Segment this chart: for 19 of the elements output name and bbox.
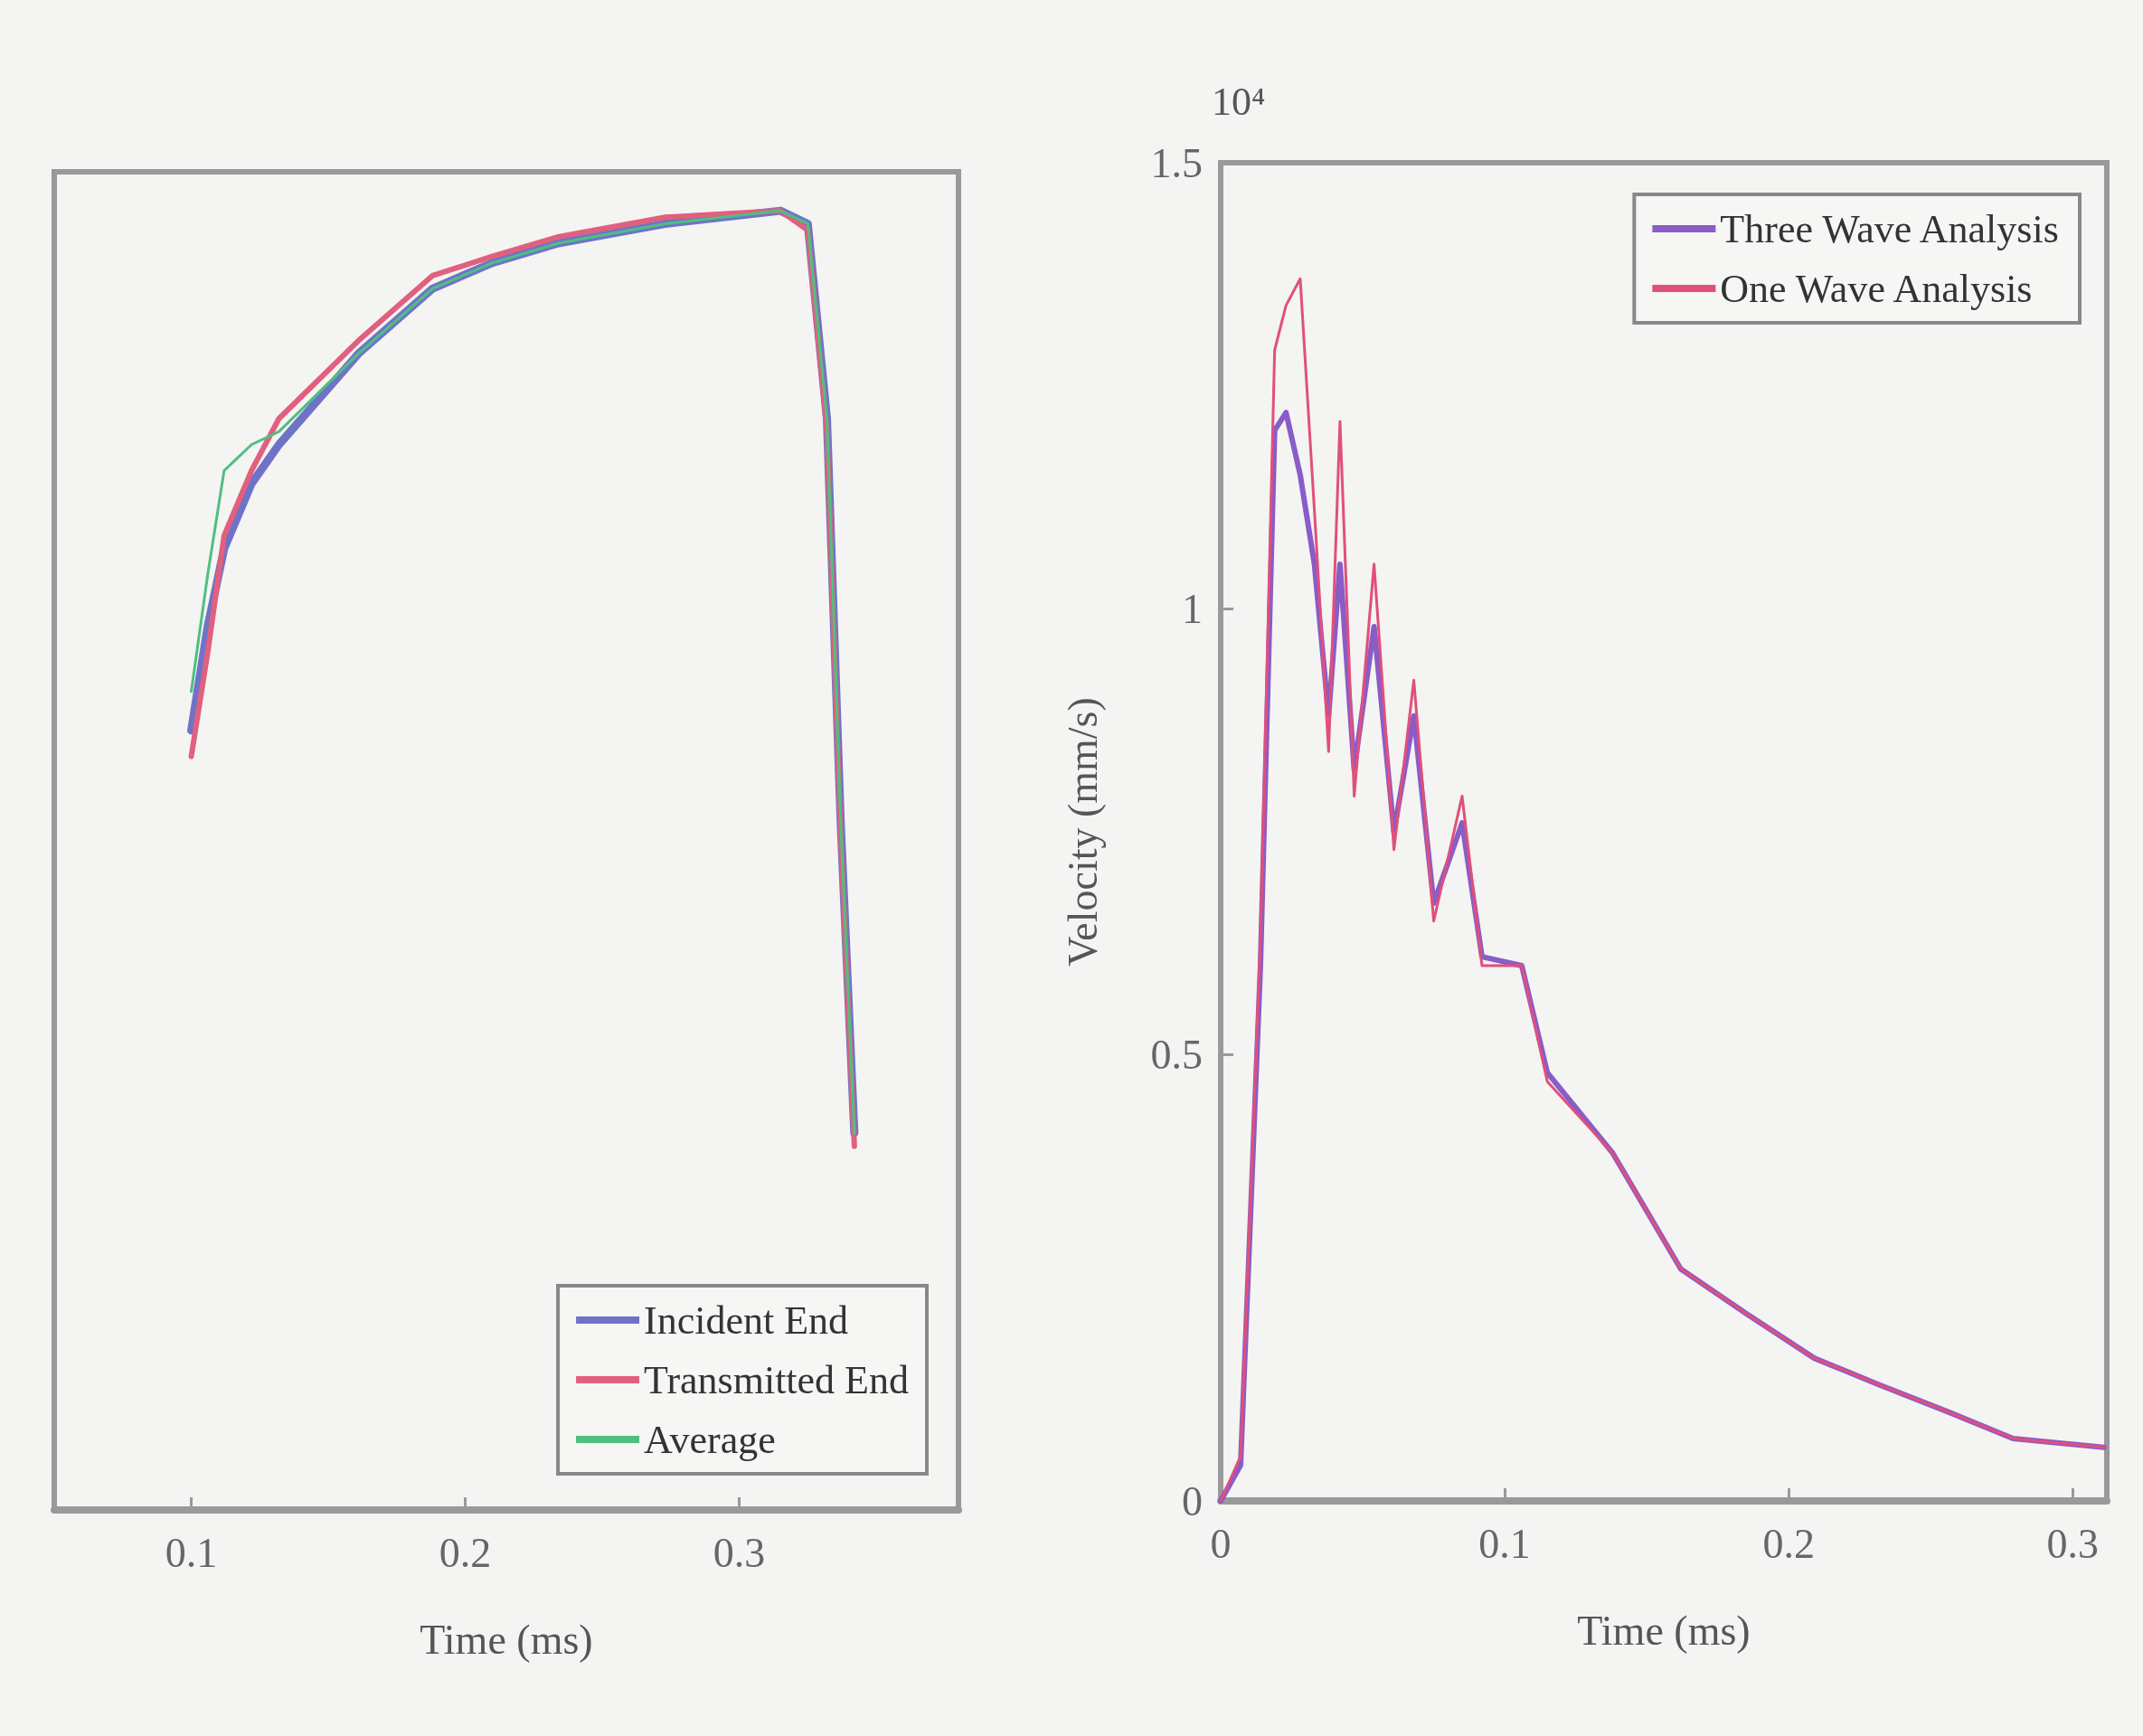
x-tick-label: 0.2 (439, 1529, 492, 1576)
x-tick-label: 0.3 (713, 1529, 766, 1576)
x-tick-label: 0.3 (2046, 1520, 2100, 1567)
x-tick-label: 0.1 (1478, 1520, 1531, 1567)
x-axis-title: Time (ms) (1577, 1607, 1751, 1654)
legend-label: Transmitted End (644, 1357, 910, 1402)
y-tick-label: 0 (1182, 1477, 1203, 1524)
y-tick-label: 0.5 (1150, 1032, 1203, 1079)
y-tick-label: 1.5 (1150, 139, 1203, 186)
x-tick-label: 0.2 (1762, 1520, 1815, 1567)
legend-label: One Wave Analysis (1720, 266, 2033, 311)
text: 10⁴ (1212, 79, 1266, 124)
x-axis-title: Time (ms) (420, 1616, 593, 1663)
legend-label: Incident End (644, 1297, 849, 1343)
legend-label: Average (644, 1417, 776, 1462)
y-tick-label: 1 (1182, 585, 1203, 632)
legend-label: Three Wave Analysis (1720, 206, 2059, 251)
y-axis-title: Velocity (mm/s) (1059, 697, 1106, 967)
x-tick-label: 0.1 (165, 1529, 218, 1576)
